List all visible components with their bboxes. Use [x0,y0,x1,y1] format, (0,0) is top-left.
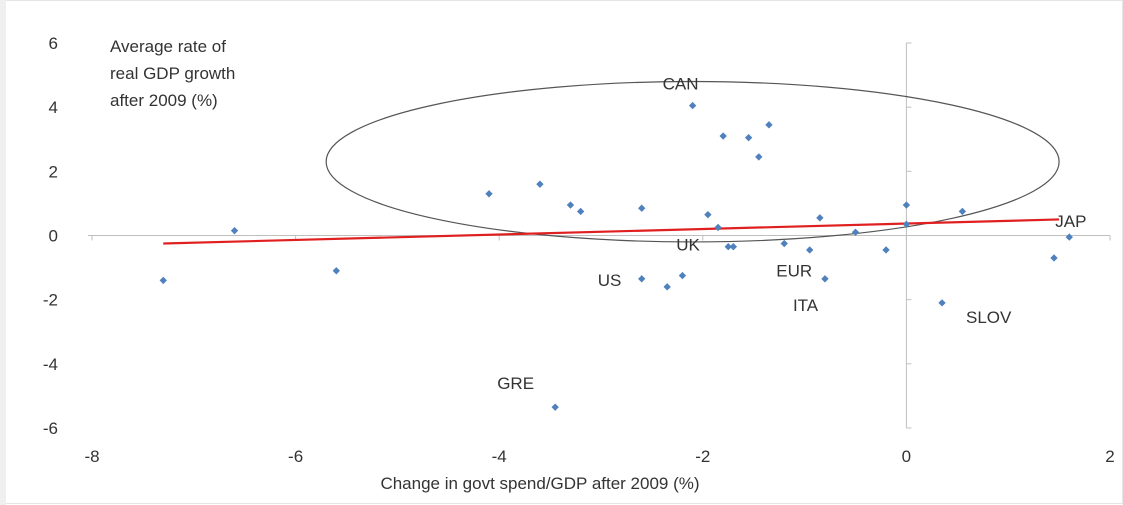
point-labels: GRE US CAN UK EUR ITA SLOV JAP [497,75,1086,394]
data-point [729,243,738,251]
trendline [163,218,1060,245]
highlight-ellipse-layer [325,80,1060,243]
x-tick-label: 0 [902,447,911,466]
y-tick-label: 4 [49,98,58,117]
point-label: ITA [793,296,819,315]
data-point [638,275,646,283]
y-tick-label: 0 [49,227,58,246]
data-points [159,101,1073,411]
data-point [882,246,890,254]
trendline-layer [163,218,1060,245]
data-point [938,299,946,307]
x-tick-label: -8 [84,447,99,466]
y-tick-label: -4 [43,355,58,374]
left-edge-shade [0,0,6,505]
y-tick-label: 6 [49,34,58,53]
highlight-ellipse [325,80,1060,243]
y-tick-label: 2 [49,162,58,181]
data-point [714,223,722,232]
axes [88,42,1111,429]
data-point [332,267,340,275]
x-tick-labels: -8 -6 -4 -2 0 2 [84,447,1114,466]
data-point [958,207,967,216]
y-axis-title: Average rate of real GDP growth after 20… [110,37,235,110]
data-point [159,276,167,285]
data-point [663,283,671,291]
data-point [719,132,727,140]
y-axis-title-line-2: real GDP growth [110,64,235,83]
data-point [638,204,646,212]
x-tick-label: -2 [695,447,710,466]
y-tick-label: -6 [43,419,58,438]
point-label: EUR [776,262,812,281]
data-point [536,180,544,188]
x-tick-label: -6 [288,447,303,466]
point-label: GRE [497,374,534,393]
y-axis-title-line-1: Average rate of [110,37,226,56]
data-point [566,201,575,209]
data-point [576,207,585,216]
y-tick-labels: -6 -4 -2 0 2 4 6 [43,34,58,438]
data-point [902,201,911,209]
x-axis-title: Change in govt spend/GDP after 2009 (%) [380,474,699,493]
y-tick-label: -2 [43,291,58,310]
x-tick-label: 2 [1105,447,1114,466]
point-label: CAN [663,75,699,94]
point-label: US [598,271,622,290]
point-label: SLOV [966,308,1012,327]
data-point [551,403,559,411]
data-point [821,275,829,283]
data-point [678,271,687,280]
point-label: JAP [1055,212,1086,231]
data-point [724,243,732,251]
data-point [816,214,824,222]
y-axis-title-line-3: after 2009 (%) [110,91,218,110]
data-point [704,210,712,219]
x-tick-label: -4 [492,447,507,466]
data-point [851,228,860,236]
data-point [902,220,911,228]
data-point [806,246,814,254]
data-point [230,227,239,235]
point-label: UK [676,236,700,255]
